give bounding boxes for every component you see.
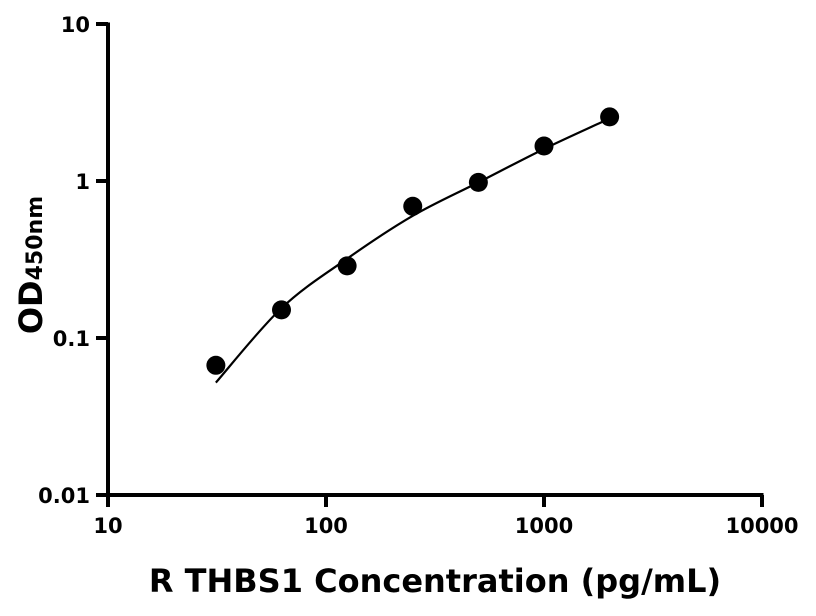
y-tick-label: 1 <box>75 170 90 194</box>
x-axis-label: R THBS1 Concentration (pg/mL) <box>149 562 721 600</box>
x-tick-label: 100 <box>304 514 348 538</box>
data-point <box>206 355 226 375</box>
data-point <box>272 300 292 320</box>
data-point <box>337 256 357 276</box>
x-tick-label: 10 <box>93 514 122 538</box>
y-axis-label-sub: 450nm <box>23 196 48 281</box>
data-points <box>206 107 620 375</box>
y-tick-label: 10 <box>61 13 90 37</box>
x-tick-label: 1000 <box>515 514 573 538</box>
ticks: 10 100 1000 10000 0.01 0.1 1 10 <box>38 13 798 538</box>
data-point <box>468 172 488 192</box>
data-point <box>534 136 554 156</box>
y-axis-label: OD450nm <box>12 196 50 334</box>
y-tick-label: 0.01 <box>38 484 90 508</box>
data-point <box>600 107 620 127</box>
y-tick-label: 0.1 <box>53 327 90 351</box>
axes <box>106 22 764 497</box>
fit-curve <box>215 117 611 384</box>
data-point <box>403 196 423 216</box>
x-tick-label: 10000 <box>725 514 798 538</box>
y-axis-label-main: OD <box>12 280 50 334</box>
